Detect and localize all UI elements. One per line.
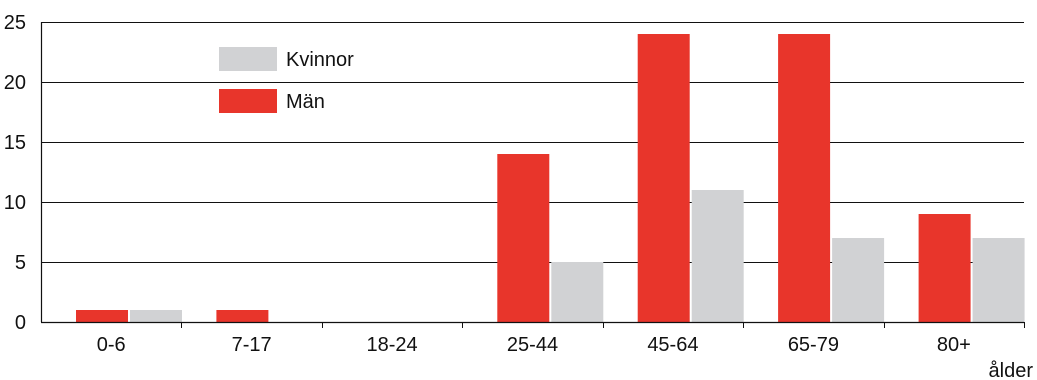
bar-kvinnor-45-64 bbox=[691, 190, 744, 322]
bar-kvinnor-65-79 bbox=[832, 238, 885, 322]
y-tick-labels: 0 5 10 15 20 25 bbox=[4, 12, 26, 334]
legend: Kvinnor Män bbox=[219, 47, 354, 113]
x-tick-label-0-6: 0-6 bbox=[97, 334, 126, 356]
y-tick-label-20: 20 bbox=[4, 72, 26, 94]
x-tick-label-80+: 80+ bbox=[937, 334, 971, 356]
bar-man-7-17 bbox=[216, 310, 269, 322]
bar-man-45-64 bbox=[637, 34, 690, 322]
y-tick-label-0: 0 bbox=[15, 312, 26, 334]
x-tick-labels: 0-6 7-17 18-24 25-44 45-64 65-79 80+ bbox=[97, 334, 971, 356]
x-tick-marks bbox=[181, 322, 1025, 328]
bar-kvinnor-25-44 bbox=[551, 262, 604, 322]
bar-kvinnor-80+ bbox=[972, 238, 1025, 322]
legend-label-kvinnor: Kvinnor bbox=[286, 49, 354, 71]
x-tick-label-25-44: 25-44 bbox=[507, 334, 558, 356]
bar-man-25-44 bbox=[497, 154, 550, 322]
y-tick-label-10: 10 bbox=[4, 192, 26, 214]
axes bbox=[40, 22, 1024, 324]
bar-man-0-6 bbox=[76, 310, 128, 322]
legend-swatch-man bbox=[219, 89, 277, 113]
bar-kvinnor-0-6 bbox=[130, 310, 182, 322]
x-tick-label-65-79: 65-79 bbox=[788, 334, 839, 356]
legend-swatch-kvinnor bbox=[219, 47, 277, 71]
y-tick-label-15: 15 bbox=[4, 132, 26, 154]
x-tick-label-7-17: 7-17 bbox=[232, 334, 272, 356]
x-tick-label-45-64: 45-64 bbox=[647, 334, 698, 356]
bar-man-65-79 bbox=[778, 34, 831, 322]
y-tick-label-5: 5 bbox=[15, 252, 26, 274]
x-tick-label-18-24: 18-24 bbox=[367, 334, 418, 356]
legend-label-man: Män bbox=[286, 91, 325, 113]
bars bbox=[76, 34, 1025, 322]
x-axis-label: ålder bbox=[989, 360, 1034, 380]
y-tick-label-25: 25 bbox=[4, 12, 26, 34]
bar-man-80+ bbox=[918, 214, 971, 322]
